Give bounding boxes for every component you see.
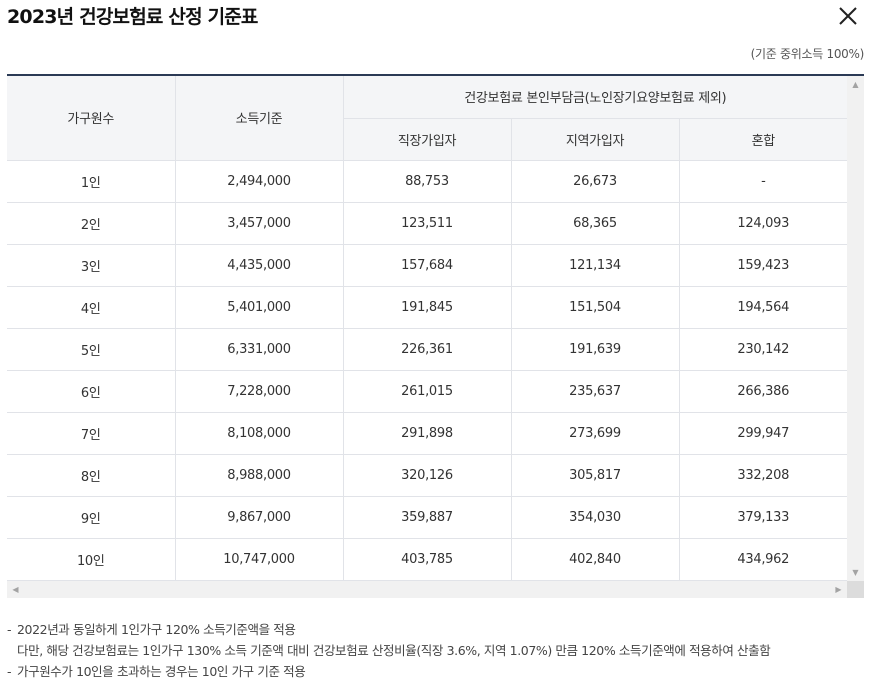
cell-household: 4인 xyxy=(7,286,176,329)
note-dash: - xyxy=(7,622,12,637)
cell-employee: 320,126 xyxy=(343,454,512,497)
cell-household: 9인 xyxy=(7,496,176,539)
cell-mixed: - xyxy=(679,160,848,203)
cell-income: 3,457,000 xyxy=(175,202,344,245)
cell-income: 4,435,000 xyxy=(175,244,344,287)
cell-regional: 402,840 xyxy=(511,538,680,581)
chevron-right-icon[interactable]: ▶ xyxy=(835,585,842,594)
notes: -2022년과 동일하게 1인가구 120% 소득기준액을 적용 다만, 해당 … xyxy=(7,619,867,682)
cell-mixed: 230,142 xyxy=(679,328,848,371)
cell-employee: 261,015 xyxy=(343,370,512,413)
cell-mixed: 194,564 xyxy=(679,286,848,329)
cell-employee: 191,845 xyxy=(343,286,512,329)
table-row: 9인 9,867,000 359,887 354,030 379,133 xyxy=(7,496,848,539)
cell-mixed: 124,093 xyxy=(679,202,848,245)
cell-employee: 226,361 xyxy=(343,328,512,371)
table-row: 4인 5,401,000 191,845 151,504 194,564 xyxy=(7,286,848,329)
note-text: 가구원수가 10인을 초과하는 경우는 10인 가구 기준 적용 xyxy=(17,664,306,679)
header-regional: 지역가입자 xyxy=(511,118,680,161)
cell-employee: 403,785 xyxy=(343,538,512,581)
table-body: 1인 2,494,000 88,753 26,673-2인 3,457,000 123,5… xyxy=(7,160,848,581)
cell-income: 10,747,000 xyxy=(175,538,344,581)
cell-regional: 354,030 xyxy=(511,496,680,539)
cell-regional: 235,637 xyxy=(511,370,680,413)
horizontal-scrollbar[interactable]: ◀ ▶ xyxy=(7,581,847,598)
chevron-down-icon[interactable]: ▼ xyxy=(852,568,859,577)
note-item: - 가구원수가 10인을 초과하는 경우는 10인 가구 기준 적용 xyxy=(7,661,867,682)
cell-mixed: 159,423 xyxy=(679,244,848,287)
note-item: 다만, 해당 건강보험료는 1인가구 130% 소득 기준액 대비 건강보험료 … xyxy=(7,640,867,661)
cell-income: 6,331,000 xyxy=(175,328,344,371)
cell-regional: 68,365 xyxy=(511,202,680,245)
chevron-left-icon[interactable]: ◀ xyxy=(12,585,19,594)
cell-income: 7,228,000 xyxy=(175,370,344,413)
cell-regional: 191,639 xyxy=(511,328,680,371)
note-text: 2022년과 동일하게 1인가구 120% 소득기준액을 적용 xyxy=(17,622,296,637)
note-text: 다만, 해당 건강보험료는 1인가구 130% 소득 기준액 대비 건강보험료 … xyxy=(17,643,771,658)
table-row: 3인 4,435,000 157,684 121,134 159,423 xyxy=(7,244,848,287)
premium-table: 가구원수 소득기준 건강보험료 본인부담금(노인장기요양보험료 제외) 직장가입… xyxy=(7,76,848,581)
close-button[interactable] xyxy=(836,4,860,28)
table-row: 10인 10,747,000 403,785 402,840 434,962 xyxy=(7,538,848,581)
cell-employee: 123,511 xyxy=(343,202,512,245)
unit-note: (기준 중위소득 100%) xyxy=(750,47,865,61)
cell-mixed: 379,133 xyxy=(679,496,848,539)
scrollbar-corner xyxy=(847,581,864,598)
table-row: 1인 2,494,000 88,753 26,673- xyxy=(7,160,848,203)
cell-mixed: 434,962 xyxy=(679,538,848,581)
page-title: 2023년 건강보험료 산정 기준표 xyxy=(7,6,258,28)
table-row: 5인 6,331,000 226,361 191,639 230,142 xyxy=(7,328,848,371)
cell-regional: 121,134 xyxy=(511,244,680,287)
header-household: 가구원수 xyxy=(7,76,176,161)
cell-income: 5,401,000 xyxy=(175,286,344,329)
note-item: -2022년과 동일하게 1인가구 120% 소득기준액을 적용 xyxy=(7,619,867,640)
cell-household: 6인 xyxy=(7,370,176,413)
cell-employee: 157,684 xyxy=(343,244,512,287)
cell-household: 2인 xyxy=(7,202,176,245)
cell-income: 9,867,000 xyxy=(175,496,344,539)
cell-household: 8인 xyxy=(7,454,176,497)
table-row: 2인 3,457,000 123,511 68,365 124,093 xyxy=(7,202,848,245)
cell-employee: 291,898 xyxy=(343,412,512,455)
cell-mixed: 266,386 xyxy=(679,370,848,413)
cell-regional: 26,673 xyxy=(511,160,680,203)
header-employee: 직장가입자 xyxy=(343,118,512,161)
header-income: 소득기준 xyxy=(175,76,344,161)
cell-employee: 359,887 xyxy=(343,496,512,539)
cell-household: 10인 xyxy=(7,538,176,581)
cell-mixed: 332,208 xyxy=(679,454,848,497)
header-mixed: 혼합 xyxy=(679,118,848,161)
cell-regional: 151,504 xyxy=(511,286,680,329)
chevron-up-icon[interactable]: ▲ xyxy=(852,80,859,89)
note-dash: - xyxy=(7,664,12,679)
premium-table-container[interactable]: 가구원수 소득기준 건강보험료 본인부담금(노인장기요양보험료 제외) 직장가입… xyxy=(7,74,864,599)
cell-regional: 273,699 xyxy=(511,412,680,455)
table-row: 7인 8,108,000 291,898 273,699 299,947 xyxy=(7,412,848,455)
cell-regional: 305,817 xyxy=(511,454,680,497)
cell-income: 2,494,000 xyxy=(175,160,344,203)
vertical-scrollbar[interactable]: ▲ ▼ xyxy=(847,76,864,581)
cell-employee: 88,753 xyxy=(343,160,512,203)
cell-household: 7인 xyxy=(7,412,176,455)
cell-household: 5인 xyxy=(7,328,176,371)
cell-household: 3인 xyxy=(7,244,176,287)
table-row: 8인 8,988,000 320,126 305,817 332,208 xyxy=(7,454,848,497)
cell-mixed: 299,947 xyxy=(679,412,848,455)
cell-income: 8,108,000 xyxy=(175,412,344,455)
cell-income: 8,988,000 xyxy=(175,454,344,497)
table-row: 6인 7,228,000 261,015 235,637 266,386 xyxy=(7,370,848,413)
close-icon xyxy=(839,7,857,25)
header-premium-group: 건강보험료 본인부담금(노인장기요양보험료 제외) xyxy=(343,76,848,119)
cell-household: 1인 xyxy=(7,160,176,203)
